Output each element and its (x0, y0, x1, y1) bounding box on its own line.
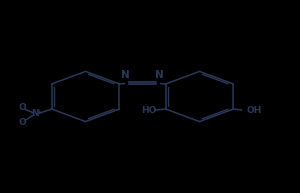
Text: N: N (32, 109, 39, 118)
Text: OH: OH (247, 107, 262, 115)
Text: O: O (19, 103, 26, 112)
Text: N: N (122, 70, 130, 80)
Text: O: O (19, 118, 26, 127)
Text: +: + (36, 109, 41, 114)
Text: -: - (25, 122, 28, 128)
Text: HO: HO (141, 107, 156, 115)
Text: N: N (155, 70, 164, 80)
